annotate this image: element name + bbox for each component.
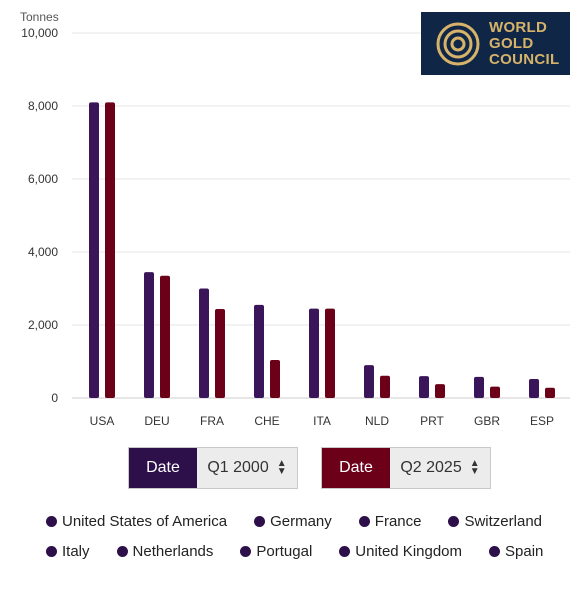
logo-line-3: COUNCIL: [489, 50, 560, 68]
x-tick-label: ITA: [313, 414, 331, 428]
bar-nld-1: [364, 365, 374, 398]
logo-text: WORLD GOLD COUNCIL: [489, 18, 560, 68]
logo-line-1: WORLD: [489, 18, 548, 36]
legend-dot-icon: [46, 546, 57, 557]
legend-row-1: United States of America Germany France …: [46, 513, 566, 530]
bar-gbr-2: [490, 386, 500, 398]
bar-ita-1: [309, 308, 319, 398]
legend-item[interactable]: Spain: [489, 543, 543, 560]
bar-deu-2: [160, 275, 170, 398]
legend-label: France: [374, 513, 422, 530]
sort-arrows-icon: ▲ ▼: [469, 458, 480, 477]
legend-dot-icon: [116, 546, 128, 557]
y-tick-label: 8,000: [28, 99, 58, 113]
legend-dot-icon: [254, 516, 266, 527]
x-tick-label: FRA: [200, 414, 224, 428]
legend-item[interactable]: United Kingdom: [339, 543, 462, 560]
bar-prt-1: [419, 376, 429, 398]
legend-label: United Kingdom: [355, 543, 463, 560]
y-axis-label: Tonnes: [20, 10, 59, 24]
bar-prt-2: [435, 384, 445, 398]
legend-item[interactable]: Portugal: [240, 543, 312, 560]
logo-line-2: GOLD: [489, 34, 534, 52]
date-selector-1[interactable]: Date Q1 2000 ▲ ▼: [128, 447, 298, 489]
bar-gbr-1: [474, 376, 484, 398]
legend-dot-icon: [46, 516, 57, 527]
y-tick-label: 4,000: [28, 245, 58, 259]
legend-item[interactable]: France: [358, 513, 422, 530]
legend-dot-icon: [358, 516, 370, 527]
legend-label: Portugal: [256, 543, 313, 560]
date-select-2[interactable]: Q2 2025 ▲ ▼: [390, 448, 490, 488]
bar-nld-2: [380, 375, 390, 398]
bar-che-1: [254, 304, 264, 398]
date-label-1: Date: [129, 448, 197, 488]
legend-dot-icon: [448, 516, 460, 527]
legend-dot-icon: [240, 546, 252, 557]
legend-label: United States of America: [62, 513, 228, 530]
y-tick-label: 10,000: [21, 26, 58, 40]
sort-arrows-icon: ▲ ▼: [276, 458, 287, 477]
y-tick-label: 2,000: [28, 318, 58, 332]
date-selector-2[interactable]: Date Q2 2025 ▲ ▼: [321, 447, 491, 489]
y-tick-label: 6,000: [28, 172, 58, 186]
x-tick-label: ESP: [530, 414, 554, 428]
legend-item[interactable]: Germany: [254, 513, 332, 530]
legend-label: Switzerland: [464, 513, 543, 530]
bar-usa-1: [89, 102, 99, 398]
legend-label: Germany: [270, 513, 332, 530]
bar-che-2: [270, 360, 280, 398]
legend-dot-icon: [489, 546, 501, 557]
bar-usa-2: [105, 102, 115, 398]
bar-esp-1: [529, 379, 539, 398]
legend-item[interactable]: Switzerland: [448, 513, 542, 530]
bar-fra-1: [199, 288, 209, 398]
date-value-1: Q1 2000: [207, 459, 269, 476]
legend-item[interactable]: United States of America: [46, 513, 227, 530]
bar-esp-2: [545, 387, 555, 398]
date-label-2: Date: [322, 448, 390, 488]
legend-dot-icon: [339, 546, 351, 557]
x-tick-label: DEU: [144, 414, 169, 428]
gold-rings-icon: [436, 22, 480, 65]
legend-label: Netherlands: [132, 543, 214, 560]
legend-item[interactable]: Italy: [46, 543, 90, 560]
bar-chart: Tonnes 0 2,000 4,000 6,000 8,000 10,000 USA DEU F…: [20, 10, 570, 428]
bar-fra-2: [215, 308, 225, 398]
legend-row-2: Italy Netherlands Portugal United Kingdo…: [46, 543, 566, 560]
world-gold-council-logo: WORLD GOLD COUNCIL: [421, 12, 570, 75]
y-tick-label: 0: [51, 391, 58, 405]
x-tick-label: PRT: [420, 414, 444, 428]
x-tick-label: NLD: [365, 414, 389, 428]
date-value-2: Q2 2025: [400, 459, 462, 476]
x-tick-label: USA: [90, 414, 115, 428]
legend-label: Spain: [505, 543, 544, 560]
bar-deu-1: [144, 272, 154, 398]
x-tick-label: CHE: [254, 414, 279, 428]
date-select-1[interactable]: Q1 2000 ▲ ▼: [197, 448, 297, 488]
legend-label: Italy: [62, 543, 90, 560]
x-tick-label: GBR: [474, 414, 500, 428]
bar-ita-2: [325, 308, 335, 398]
legend-item[interactable]: Netherlands: [116, 543, 214, 560]
